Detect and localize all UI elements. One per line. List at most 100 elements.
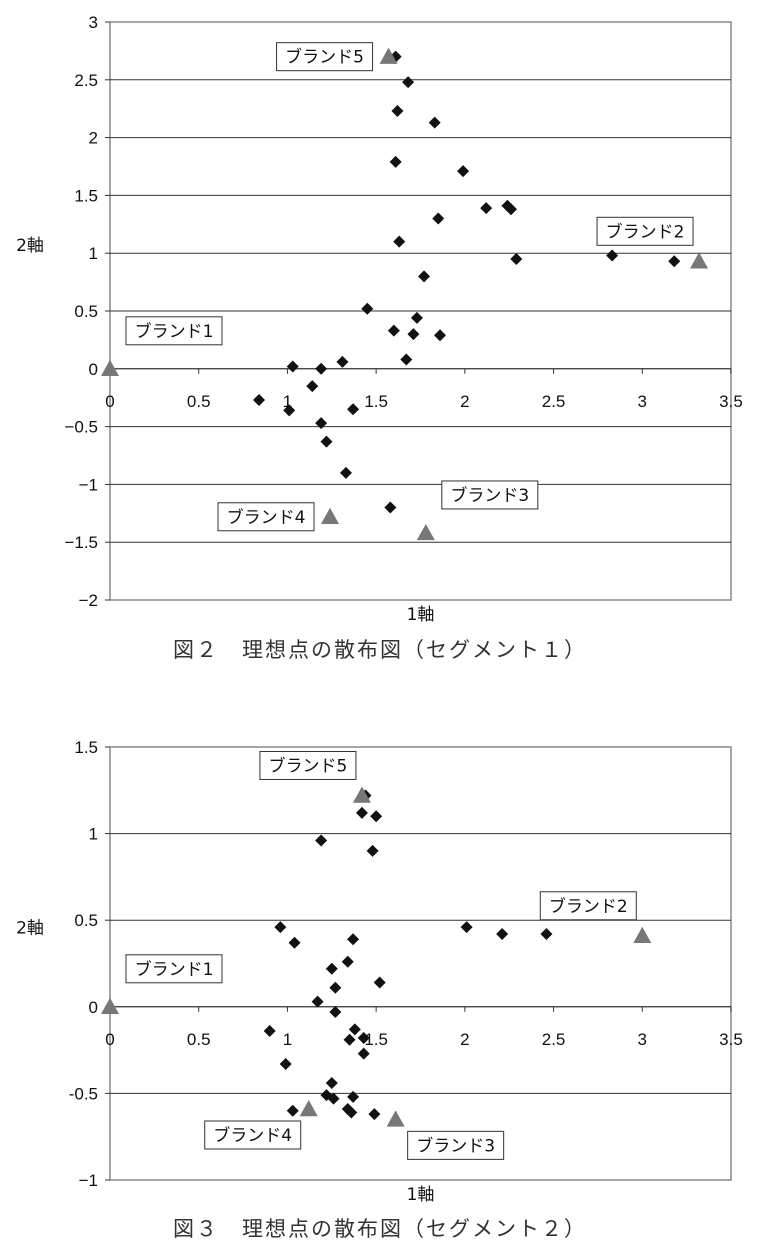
ideal-point: [370, 810, 383, 823]
x-tick-label: 3.5: [719, 1030, 743, 1049]
ideal-point: [347, 1090, 360, 1103]
brand-marker: [416, 523, 435, 541]
brand-label: ブランド3: [450, 485, 529, 506]
brand-label-box: [217, 502, 315, 532]
y-tick-label: −1: [79, 1171, 98, 1190]
y-tick-label: 0.5: [74, 302, 98, 321]
y-tick-label: 1: [89, 244, 98, 263]
ideal-point: [253, 394, 266, 407]
ideal-point: [496, 928, 509, 941]
x-tick-label: 2: [460, 392, 469, 411]
brand-label-box: [441, 480, 539, 510]
x-tick-label: 1: [283, 392, 292, 411]
y-tick-label: 1: [89, 825, 98, 844]
ideal-point: [368, 1108, 381, 1121]
ideal-point: [325, 1077, 338, 1090]
brand-label-box: [204, 1120, 302, 1150]
ideal-point: [306, 380, 319, 393]
ideal-point: [355, 806, 368, 819]
ideal-point: [357, 1047, 370, 1060]
ideal-point: [510, 252, 523, 265]
y-tick-label: 2.5: [74, 71, 98, 90]
brand-label-box: [125, 954, 223, 984]
ideal-point: [407, 328, 420, 341]
x-tick-label: 0: [105, 1030, 114, 1049]
ideal-point: [366, 844, 379, 857]
y-tick-label: −2: [79, 591, 98, 610]
ideal-point: [402, 76, 415, 89]
ideal-point: [428, 116, 441, 129]
brand-label-box: [407, 1130, 505, 1160]
brand-label: ブランド3: [416, 1135, 495, 1156]
ideal-point: [286, 1104, 299, 1117]
ideal-point: [391, 105, 404, 118]
y-tick-label: −1: [79, 475, 98, 494]
brand-label-box: [125, 316, 223, 346]
y-tick-label: 2: [89, 129, 98, 148]
y-tick-label: -0.5: [69, 1084, 98, 1103]
ideal-point: [504, 203, 517, 216]
brand-marker: [321, 507, 340, 524]
ideal-point: [434, 329, 447, 342]
ideal-point: [315, 362, 328, 375]
x-tick-label: 3: [638, 1030, 647, 1049]
ideal-point: [480, 202, 493, 215]
y-tick-label: 0: [89, 360, 98, 379]
x-tick-label: 0.5: [187, 392, 211, 411]
ideal-point: [343, 1033, 356, 1046]
ideal-point: [540, 928, 553, 941]
x-tick-label: 3: [638, 392, 647, 411]
y-tick-label: 0.5: [74, 911, 98, 930]
ideal-point: [279, 1057, 292, 1070]
ideal-point: [336, 355, 349, 368]
brand-label-box: [539, 891, 637, 921]
x-tick-label: 0.5: [187, 1030, 211, 1049]
ideal-point: [345, 1106, 358, 1119]
brand-label: ブランド1: [135, 959, 214, 980]
ideal-point: [457, 165, 470, 178]
brand-label-box: [259, 750, 357, 780]
ideal-point: [274, 921, 287, 934]
y-tick-label: 3: [89, 13, 98, 32]
figure-3-caption: 図３ 理想点の散布図（セグメント２）: [173, 1217, 587, 1241]
ideal-point: [400, 353, 413, 366]
x-tick-label: 0: [105, 392, 114, 411]
brand-label: ブランド2: [606, 221, 685, 242]
brand-marker: [299, 1099, 318, 1117]
ideal-point: [263, 1025, 276, 1038]
ideal-point: [347, 933, 360, 946]
brand-marker: [352, 786, 371, 803]
y-tick-label: −1.5: [64, 533, 98, 552]
ideal-point: [283, 404, 296, 417]
brand-label-box: [276, 42, 374, 72]
ideal-point: [373, 976, 386, 989]
brand-label: ブランド2: [549, 896, 628, 917]
y-tick-label: 0: [89, 998, 98, 1017]
brand-label: ブランド4: [227, 507, 306, 528]
ideal-point: [329, 981, 342, 994]
brand-label: ブランド4: [213, 1125, 292, 1146]
ideal-point: [339, 466, 352, 479]
ideal-point: [327, 1092, 340, 1105]
x-tick-label: 2: [460, 1030, 469, 1049]
ideal-point: [341, 955, 354, 968]
ideal-point: [389, 155, 402, 168]
brand-label-box: [596, 216, 694, 246]
brand-marker: [386, 1110, 405, 1127]
ideal-point: [347, 403, 360, 416]
ideal-point: [348, 1023, 361, 1036]
plot-frame: [109, 746, 732, 1181]
ideal-point: [418, 270, 431, 283]
y-tick-label: 1.5: [74, 186, 98, 205]
x-tick-label: 1.5: [364, 392, 388, 411]
ideal-point: [325, 962, 338, 975]
x-tick-label: 2.5: [542, 392, 566, 411]
brand-marker: [101, 997, 119, 1014]
ideal-point: [357, 1031, 370, 1044]
x-tick-label: 1.5: [364, 1030, 388, 1049]
ideal-point: [606, 249, 619, 262]
y-tick-label: −0.5: [64, 418, 98, 437]
x-tick-label: 1: [283, 1030, 292, 1049]
x-tick-label: 2.5: [542, 1030, 566, 1049]
ideal-point: [361, 302, 374, 315]
